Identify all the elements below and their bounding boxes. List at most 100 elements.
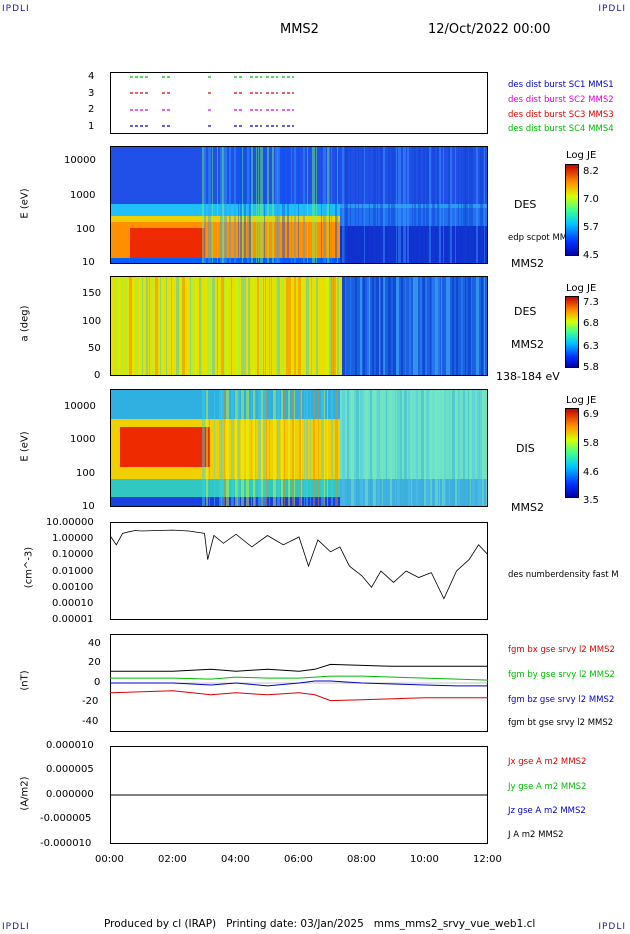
spectrogram-stripe <box>438 276 440 376</box>
spectrogram-stripe <box>251 389 252 507</box>
burst-ytick: 2 <box>88 104 95 115</box>
spectrogram-stripe <box>331 276 334 376</box>
spectrogram-stripe <box>118 276 120 376</box>
des-e-cbar-tick: 4.5 <box>583 250 599 261</box>
spectrogram-stripe <box>241 389 244 507</box>
spectrogram-stripe <box>256 146 257 264</box>
spectrogram-stripe <box>294 146 296 264</box>
spectrogram-stripe <box>121 276 124 376</box>
des-pitch-spectrogram <box>110 276 488 376</box>
spectrogram-stripe <box>356 389 359 507</box>
des-pitch-ylabel: a (deg) <box>19 305 31 342</box>
spectrogram-stripe <box>421 389 424 507</box>
spectrogram-stripe <box>337 146 338 264</box>
spectrogram-stripe <box>443 146 444 264</box>
fgm-legend-bx: fgm bx gse srvy l2 MMS2 <box>508 645 615 655</box>
burst-legend-sc1: des dist burst SC1 MMS1 <box>508 80 614 90</box>
spectrogram-stripe <box>331 389 333 507</box>
spectrogram-stripe <box>383 146 385 264</box>
spectrogram-stripe <box>465 276 466 376</box>
spacecraft-title: MMS2 <box>280 22 319 37</box>
spectrogram-stripe <box>358 146 359 264</box>
dis-e-cbar-tick: 5.8 <box>583 438 599 449</box>
spectrogram-stripe <box>446 276 448 376</box>
spectrogram-stripe <box>252 276 255 376</box>
spectrogram-stripe <box>323 146 326 264</box>
spectrogram-stripe <box>247 146 250 264</box>
spectrogram-stripe <box>360 389 363 507</box>
spectrogram-stripe <box>171 276 172 376</box>
spectrogram-stripe <box>258 389 261 507</box>
spectrogram-stripe <box>187 276 188 376</box>
spectrogram-stripe <box>231 389 234 507</box>
spectrogram-stripe <box>394 146 395 264</box>
spectrogram-stripe <box>456 276 458 376</box>
spectrogram-stripe <box>480 146 483 264</box>
spectrogram-stripe <box>224 146 227 264</box>
spectrogram-stripe <box>335 389 338 507</box>
corner-label-br: IPDLI <box>598 922 626 932</box>
spectrogram-stripe <box>469 146 471 264</box>
fgm-series-line <box>110 675 488 681</box>
spectrogram-stripe <box>226 276 229 376</box>
spectrogram-stripe <box>432 276 435 376</box>
spectrogram-stripe <box>192 276 193 376</box>
spectrogram-stripe <box>365 389 368 507</box>
spectrogram-stripe <box>437 146 440 264</box>
spectrogram-stripe <box>190 276 191 376</box>
spectrogram-stripe <box>248 276 250 376</box>
des-p-ytick: 100 <box>82 316 102 327</box>
spectrogram-stripe <box>335 146 338 264</box>
spectrogram-stripe <box>257 276 259 376</box>
spectrogram-stripe <box>318 389 319 507</box>
spectrogram-stripe <box>205 276 206 376</box>
des-energy-overlay: edp scpot MMS2 <box>508 233 578 243</box>
spectrogram-stripe <box>243 276 246 376</box>
corner-label-tl: IPDLI <box>2 4 30 14</box>
density-ytick: 0.00100 <box>52 582 94 593</box>
spectrogram-stripe <box>458 389 460 507</box>
spectrogram-stripe <box>217 146 218 264</box>
spectrogram-stripe <box>142 276 143 376</box>
spectrogram-stripe <box>166 276 167 376</box>
spectrogram-stripe <box>426 146 429 264</box>
spectrogram-stripe <box>377 146 378 264</box>
des-energy-sc: MMS2 <box>511 257 544 270</box>
spectrogram-stripe <box>238 276 240 376</box>
spectrogram-stripe <box>182 276 185 376</box>
spectrogram-stripe <box>284 389 285 507</box>
spectrogram-stripe <box>291 146 292 264</box>
spectrogram-stripe <box>327 276 330 376</box>
spectrogram-stripe <box>316 146 317 264</box>
x-tick: 02:00 <box>158 854 187 865</box>
dis-e-ytick: 10 <box>82 501 95 512</box>
spectrogram-stripe <box>404 389 407 507</box>
spectrogram-stripe <box>152 276 153 376</box>
spectrogram-stripe <box>195 276 197 376</box>
corner-label-tr: IPDLI <box>598 4 626 14</box>
current-legend-jy: Jy gse A m2 MMS2 <box>508 782 587 792</box>
des-p-cbar-tick: 7.3 <box>583 297 599 308</box>
spectrogram-stripe <box>229 146 231 264</box>
spectrogram-stripe <box>471 146 473 264</box>
spectrogram-stripe <box>401 276 403 376</box>
spectrogram-stripe <box>244 146 246 264</box>
fgm-series-line <box>110 663 488 672</box>
date-title: 12/Oct/2022 00:00 <box>428 22 551 37</box>
fgm-plot <box>110 634 488 732</box>
spectrogram-stripe <box>253 389 255 507</box>
des-e-ytick: 10 <box>82 257 95 268</box>
spectrogram-stripe <box>275 146 278 264</box>
spectrogram-stripe <box>342 389 345 507</box>
spectrogram-stripe <box>355 276 357 376</box>
spectrogram-stripe <box>439 146 441 264</box>
spectrogram-stripe <box>426 389 429 507</box>
spectrogram-stripe <box>149 276 150 376</box>
spectrogram-stripe <box>470 389 471 507</box>
burst-ytick: 4 <box>88 71 95 82</box>
spectrogram-stripe <box>439 389 440 507</box>
spectrogram-stripe <box>115 276 117 376</box>
spectrogram-stripe <box>403 146 406 264</box>
spectrogram-stripe <box>377 389 380 507</box>
spectrogram-stripe <box>321 389 324 507</box>
